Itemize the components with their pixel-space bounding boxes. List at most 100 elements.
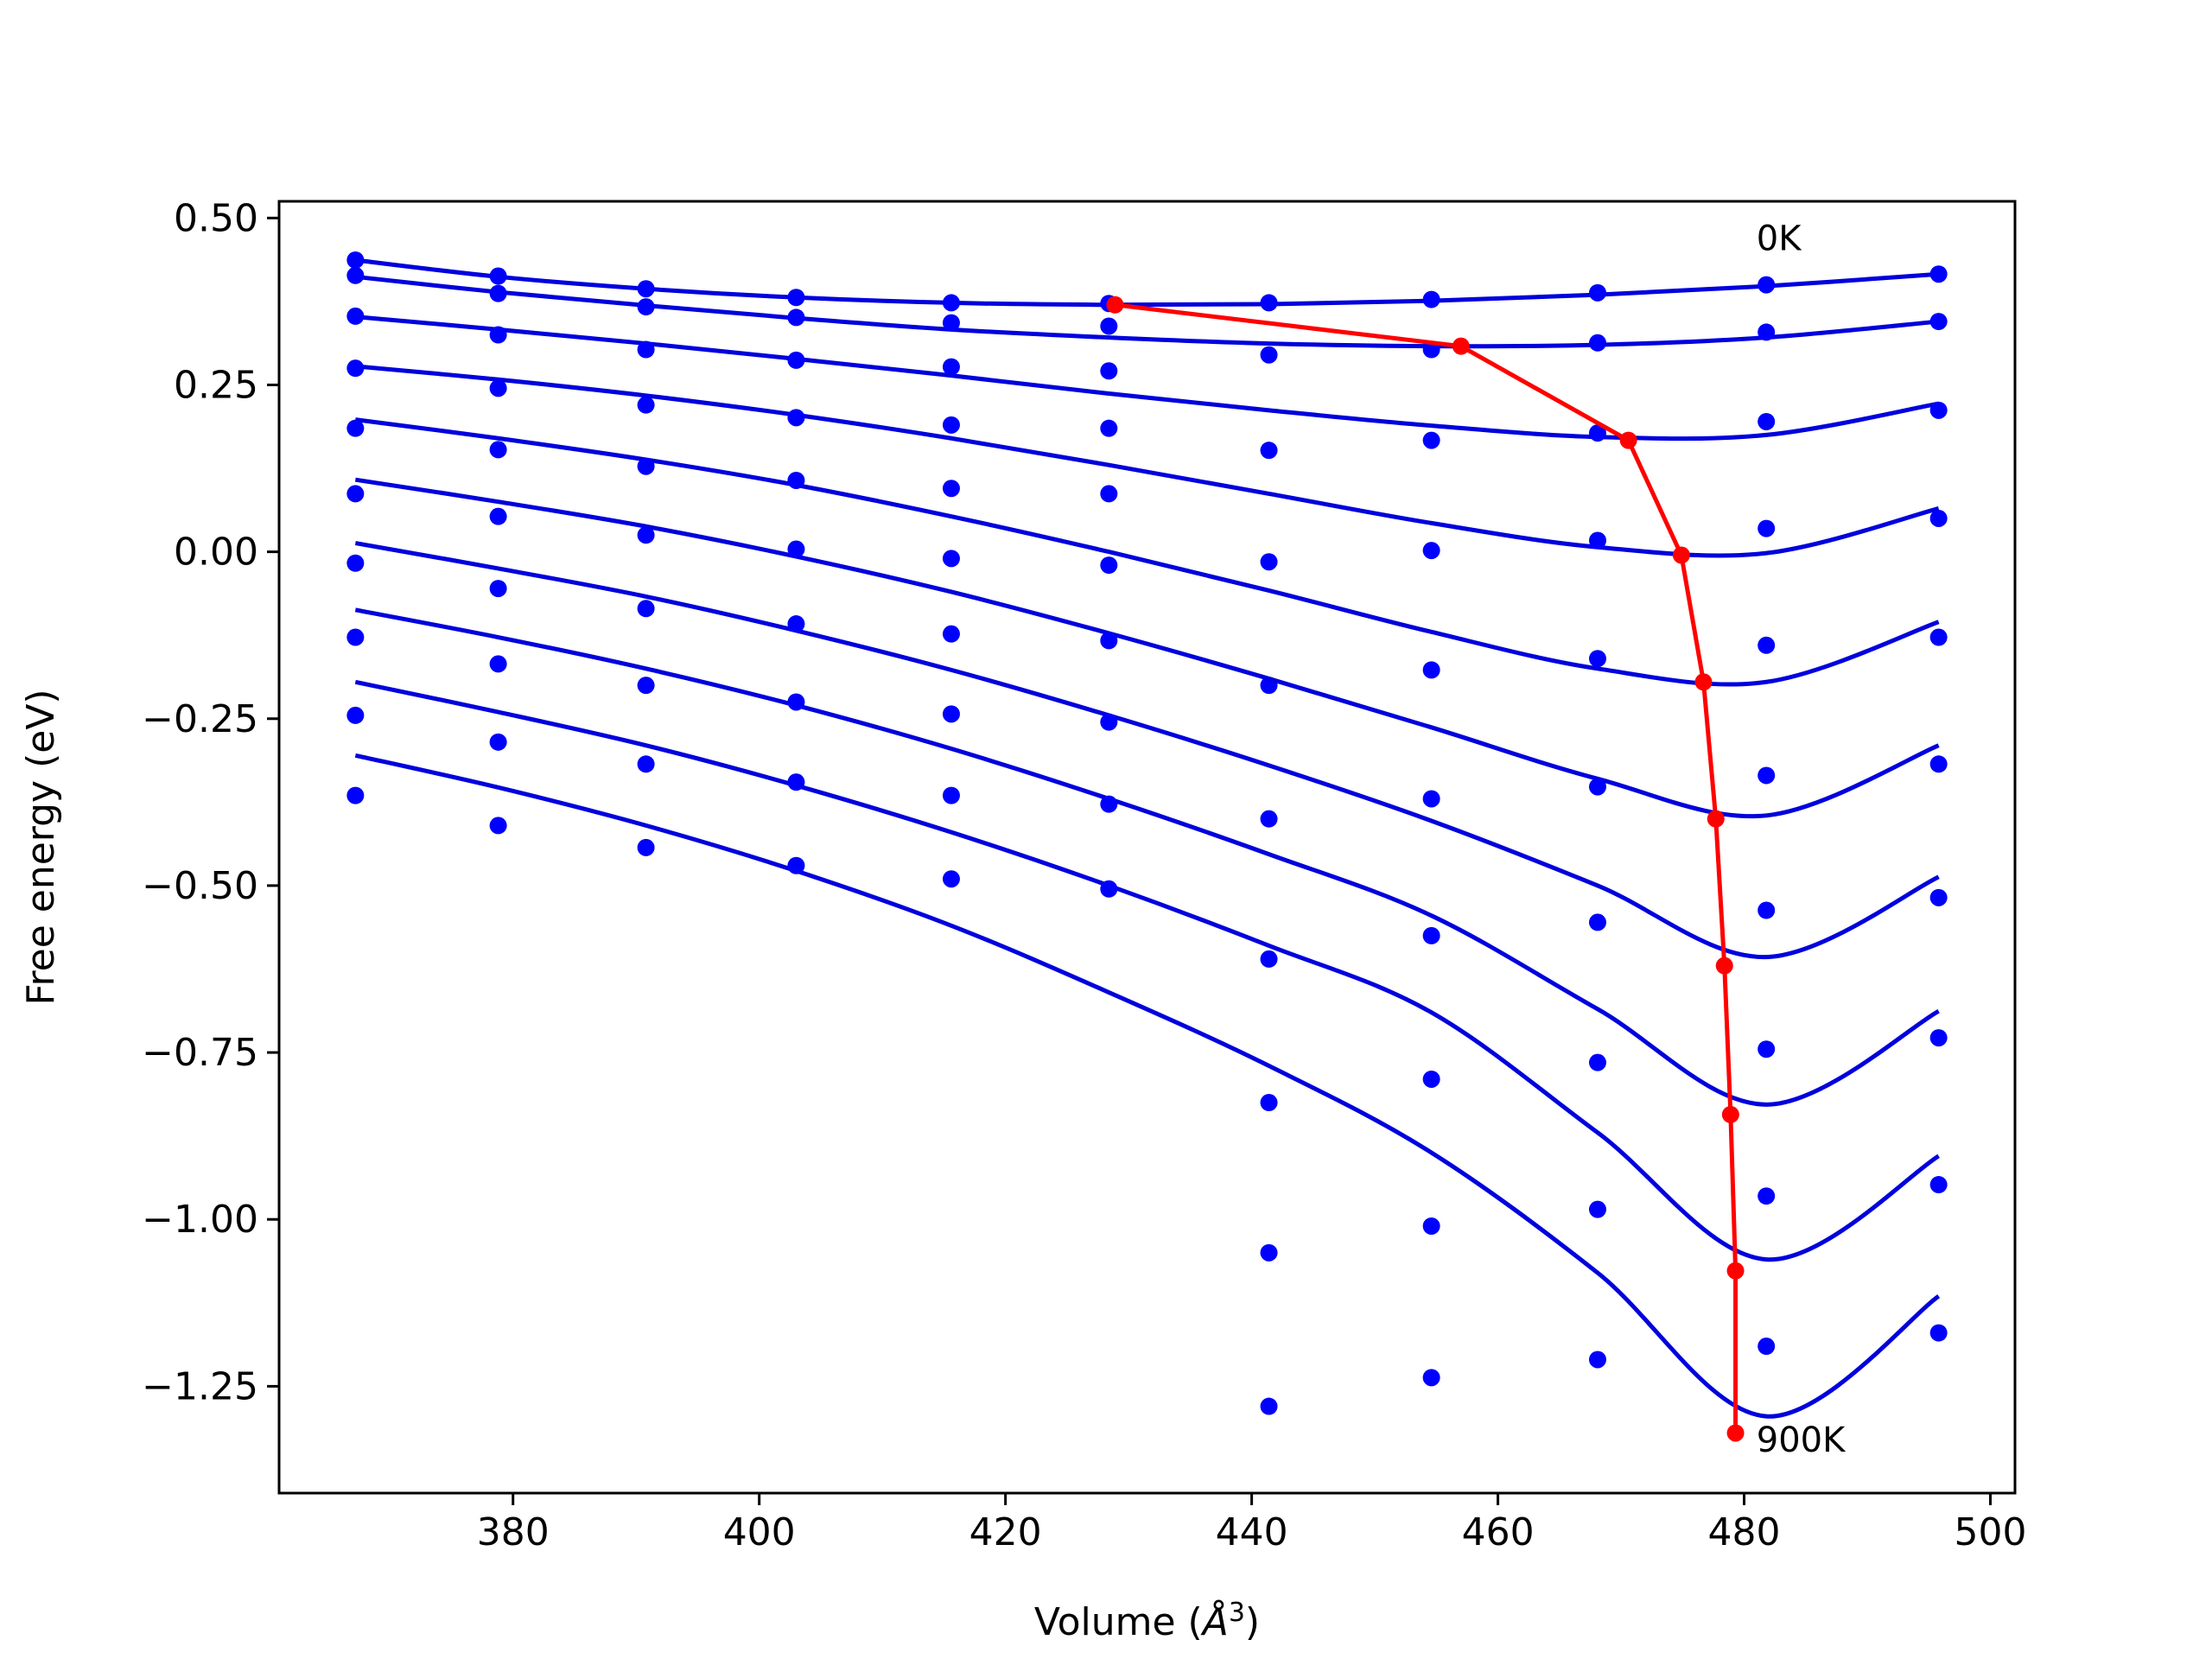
minimum-point-0 [1106, 296, 1124, 314]
data-point-7-8 [1588, 1053, 1606, 1071]
minimum-point-7 [1721, 1105, 1739, 1123]
data-point-9-6 [1260, 1397, 1278, 1415]
data-point-8-2 [637, 755, 655, 773]
data-point-3-9 [1758, 519, 1776, 537]
data-point-4-2 [637, 457, 655, 475]
data-point-9-7 [1422, 1369, 1440, 1387]
fit-curve-9 [354, 753, 1941, 1419]
x-tick-label-440: 440 [1216, 1510, 1288, 1554]
fit-curve-1 [355, 274, 1939, 349]
data-point-9-0 [346, 786, 365, 804]
minimum-point-8 [1726, 1262, 1745, 1280]
data-point-5-3 [787, 540, 805, 558]
data-point-2-7 [1422, 431, 1440, 449]
x-axis-label-close: ) [1245, 1600, 1260, 1644]
data-point-3-10 [1929, 509, 1948, 527]
data-point-3-6 [1260, 553, 1278, 571]
data-point-5-7 [1422, 790, 1440, 808]
x-tick-label-400: 400 [723, 1510, 796, 1554]
fit-curve-0 [355, 257, 1939, 308]
data-point-5-0 [346, 485, 365, 503]
fit-curve-7 [354, 607, 1940, 1107]
minimum-point-3 [1672, 546, 1690, 564]
minimum-point-2 [1619, 431, 1637, 449]
data-point-6-0 [346, 554, 365, 572]
data-point-1-9 [1758, 323, 1776, 341]
data-point-0-8 [1588, 283, 1606, 302]
plot-area [346, 251, 1948, 1442]
data-point-5-5 [1100, 556, 1118, 575]
data-point-0-1 [489, 267, 507, 285]
x-tick-label-420: 420 [969, 1510, 1042, 1554]
fit-curve-8 [354, 679, 1940, 1262]
data-point-4-7 [1422, 661, 1440, 679]
data-point-5-1 [489, 507, 507, 525]
data-point-2-2 [637, 340, 655, 359]
data-point-0-9 [1758, 276, 1776, 294]
data-point-1-6 [1260, 346, 1278, 364]
data-point-6-10 [1929, 888, 1948, 906]
data-point-6-5 [1100, 632, 1118, 650]
data-point-8-6 [1260, 1243, 1278, 1262]
data-point-8-10 [1929, 1176, 1948, 1194]
data-point-0-4 [942, 294, 960, 312]
data-point-2-3 [787, 351, 805, 369]
data-point-6-6 [1260, 950, 1278, 968]
data-point-7-5 [1100, 713, 1118, 731]
annotation-1: 900K [1757, 1421, 1847, 1460]
data-point-4-4 [942, 480, 960, 498]
data-point-3-7 [1422, 542, 1440, 560]
data-point-9-1 [489, 817, 507, 835]
data-point-1-2 [637, 298, 655, 316]
data-point-1-10 [1929, 313, 1948, 331]
data-point-3-4 [942, 416, 960, 434]
data-point-6-4 [942, 625, 960, 643]
data-point-0-6 [1260, 294, 1278, 312]
y-tick-label-4: −0.50 [142, 864, 258, 908]
axes-frame [277, 200, 2017, 1495]
data-point-8-3 [787, 773, 805, 791]
y-tick-label-7: −1.25 [142, 1364, 258, 1408]
data-point-3-2 [637, 396, 655, 414]
data-point-5-6 [1260, 810, 1278, 828]
data-point-9-5 [1100, 880, 1118, 898]
data-point-3-5 [1100, 419, 1118, 437]
data-point-8-5 [1100, 795, 1118, 813]
data-point-9-10 [1929, 1324, 1948, 1342]
data-point-3-8 [1588, 531, 1606, 550]
x-tick-label-500: 500 [1955, 1510, 2027, 1554]
data-point-2-1 [489, 326, 507, 344]
x-axis-label-text: Volume ( [1034, 1600, 1203, 1644]
data-point-8-8 [1588, 1200, 1606, 1218]
data-point-6-3 [787, 615, 805, 633]
data-point-4-0 [346, 419, 365, 437]
data-point-0-10 [1929, 265, 1948, 283]
data-point-8-4 [942, 786, 960, 804]
axis-ticks: 380 400 420 440 460 480 500 0.50 0.25 0.00 −0.25 −0… [142, 196, 2026, 1554]
data-point-0-0 [346, 251, 365, 269]
y-tick-label-3: −0.25 [142, 697, 258, 741]
y-tick-label-1: 0.25 [174, 363, 258, 407]
minimum-point-6 [1715, 957, 1733, 975]
data-point-8-7 [1422, 1217, 1440, 1235]
data-point-1-1 [489, 284, 507, 302]
data-point-9-9 [1758, 1338, 1776, 1356]
fit-curve-5 [354, 477, 1940, 819]
data-point-8-1 [489, 733, 507, 751]
data-point-2-4 [942, 358, 960, 376]
data-point-1-5 [1100, 317, 1118, 335]
data-point-2-0 [346, 307, 365, 325]
data-point-6-9 [1758, 901, 1776, 919]
fit-curve-3 [355, 364, 1940, 558]
data-point-7-1 [489, 655, 507, 673]
data-point-0-7 [1422, 290, 1440, 308]
x-tick-label-380: 380 [477, 1510, 550, 1554]
minimum-point-4 [1694, 673, 1713, 691]
data-point-5-4 [942, 550, 960, 568]
x-tick-label-480: 480 [1708, 1510, 1781, 1554]
fit-curve-2 [355, 315, 1940, 442]
y-tick-label-0: 0.50 [174, 196, 258, 240]
data-point-3-1 [489, 379, 507, 397]
data-point-4-5 [1100, 485, 1118, 503]
data-point-9-2 [637, 838, 655, 856]
